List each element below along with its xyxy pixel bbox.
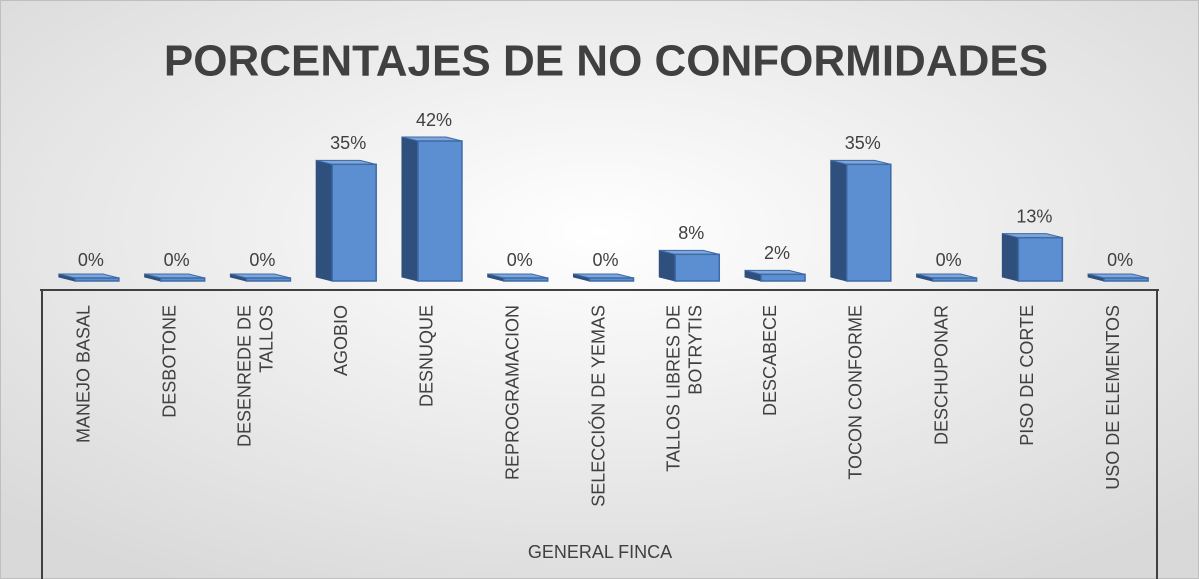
data-label: 0%	[1107, 250, 1133, 270]
data-label: 0%	[592, 250, 618, 270]
bar-side	[830, 159, 848, 282]
x-tick-label: DESNUQUE	[417, 305, 437, 407]
bar-side	[315, 159, 333, 282]
bar	[417, 140, 463, 282]
x-tick-label: MANEJO BASAL	[74, 305, 94, 443]
data-label: 2%	[764, 243, 790, 263]
bar-side	[1001, 233, 1019, 282]
data-label: 0%	[78, 250, 104, 270]
bar	[588, 277, 635, 282]
data-label: 13%	[1016, 206, 1052, 226]
data-label: 0%	[936, 250, 962, 270]
bar	[846, 163, 892, 282]
bar-side	[658, 249, 676, 282]
data-label: 35%	[330, 133, 366, 153]
x-tick-label: DESBOTONE	[159, 305, 179, 418]
chart-title: PORCENTAJES DE NO CONFORMIDADES	[164, 37, 1048, 86]
x-tick-label: TOCON CONFORME	[846, 305, 866, 480]
x-tick-label: REPROGRAMACION	[502, 305, 522, 480]
bar	[1017, 236, 1064, 282]
x-group-label: GENERAL FINCA	[528, 542, 672, 562]
bar	[931, 277, 978, 282]
x-tick-label: DESCHUPONAR	[931, 305, 951, 445]
x-tick-label: USO DE ELEMENTOS	[1103, 305, 1123, 490]
x-tick-label: SELECCIÓN DE YEMAS	[587, 305, 608, 507]
bar	[674, 253, 721, 282]
data-label: 0%	[164, 250, 190, 270]
x-tick-label: TALLOS LIBRES DE BOTRYTIS	[663, 305, 705, 472]
x-tick-label: DESENREDE DE TALLOS	[234, 305, 276, 447]
data-label: 0%	[507, 250, 533, 270]
bar	[159, 277, 206, 282]
data-label: 8%	[678, 223, 704, 243]
bar	[1103, 277, 1149, 282]
data-label: 0%	[249, 250, 275, 270]
bar	[760, 273, 806, 282]
x-tick-label: PISO DE CORTE	[1017, 305, 1037, 446]
bar	[245, 277, 292, 282]
bar	[74, 277, 120, 282]
x-tick-label: AGOBIO	[331, 305, 351, 376]
bar-side	[401, 136, 419, 282]
data-label: 35%	[845, 133, 881, 153]
bar	[331, 163, 377, 282]
x-tick-label: DESCABECE	[760, 305, 780, 416]
data-label: 42%	[416, 110, 452, 130]
bar	[502, 277, 549, 282]
